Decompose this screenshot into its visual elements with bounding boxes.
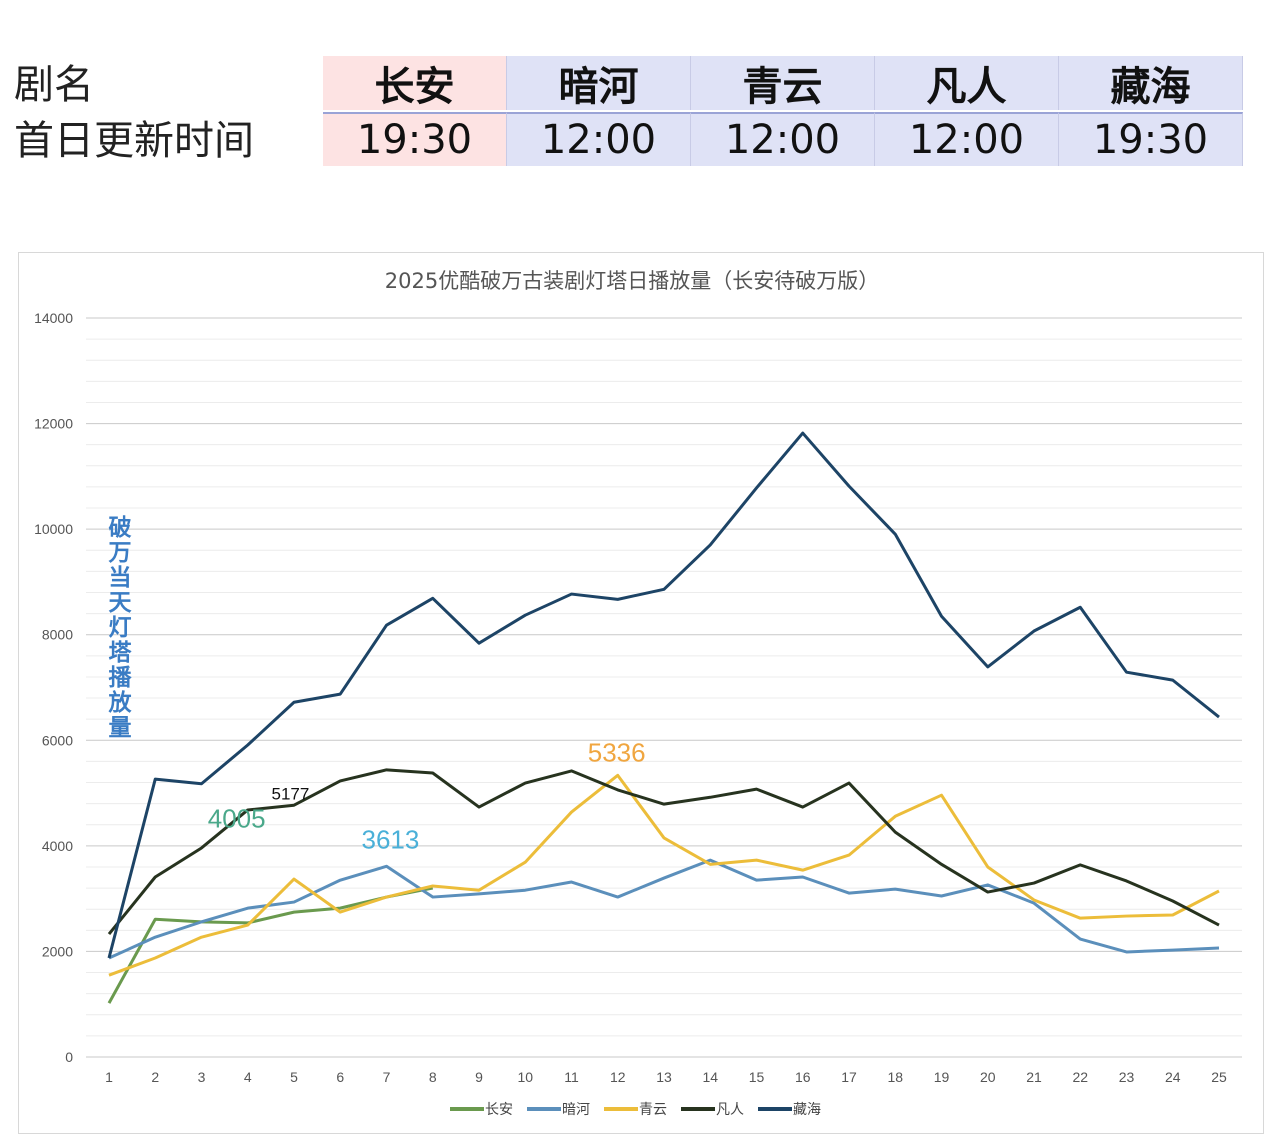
- y-tick-label: 14000: [34, 310, 73, 326]
- cell-name: 暗河: [507, 56, 691, 110]
- x-tick-label: 13: [656, 1069, 672, 1085]
- side-note-char: 破: [109, 514, 132, 541]
- legend-label: 长安: [485, 1102, 513, 1118]
- row-label-time: 首日更新时间: [14, 118, 254, 164]
- side-note-char: 播: [109, 665, 133, 691]
- x-tick-label: 1: [105, 1069, 113, 1085]
- y-tick-label: 6000: [42, 732, 73, 748]
- x-tick-label: 7: [383, 1069, 391, 1085]
- data-label: 4005: [208, 804, 266, 834]
- y-tick-label: 10000: [34, 521, 73, 537]
- x-tick-label: 10: [517, 1069, 533, 1085]
- y-tick-label: 8000: [42, 627, 73, 643]
- cell-name: 凡人: [875, 56, 1059, 110]
- x-tick-label: 22: [1072, 1069, 1088, 1085]
- cell-name: 青云: [691, 56, 875, 110]
- series-line-凡人: [107, 768, 1220, 935]
- legend-label: 凡人: [716, 1102, 744, 1118]
- chart-title: 2025优酷破万古装剧灯塔日播放量（长安待破万版）: [385, 269, 879, 293]
- side-note-char: 放: [108, 689, 133, 716]
- x-tick-label: 15: [749, 1069, 765, 1085]
- data-label: 5336: [588, 737, 646, 767]
- side-note-char: 天: [109, 590, 133, 616]
- y-tick-label: 12000: [34, 416, 73, 432]
- x-tick-label: 20: [980, 1069, 996, 1085]
- row-label-title: 剧名: [14, 62, 94, 108]
- x-tick-label: 4: [244, 1069, 252, 1085]
- x-tick-label: 19: [934, 1069, 950, 1085]
- cell-time: 12:00: [875, 112, 1059, 166]
- y-tick-label: 4000: [42, 838, 73, 854]
- x-tick-label: 11: [564, 1069, 579, 1085]
- data-label: 3613: [362, 824, 420, 854]
- cell-time: 19:30: [1059, 112, 1243, 166]
- x-tick-label: 8: [429, 1069, 437, 1085]
- data-label: 5177: [272, 785, 310, 804]
- series-line-暗河: [108, 858, 1220, 960]
- legend-label: 藏海: [793, 1102, 821, 1118]
- x-tick-label: 2: [151, 1069, 159, 1085]
- cell-time: 12:00: [691, 112, 875, 166]
- side-note-char: 当: [109, 565, 132, 591]
- x-tick-label: 17: [841, 1069, 857, 1085]
- series-line-藏海: [107, 431, 1220, 959]
- x-tick-label: 6: [336, 1069, 344, 1085]
- x-tick-label: 9: [475, 1069, 483, 1085]
- x-tick-label: 21: [1026, 1069, 1042, 1085]
- x-tick-label: 25: [1211, 1069, 1227, 1085]
- legend-label: 青云: [639, 1102, 667, 1118]
- legend-label: 暗河: [562, 1102, 590, 1118]
- side-note-char: 量: [109, 715, 132, 741]
- x-tick-label: 24: [1165, 1069, 1181, 1085]
- cell-time: 12:00: [507, 112, 691, 166]
- x-tick-label: 16: [795, 1069, 811, 1085]
- cell-name: 长安: [323, 56, 507, 110]
- x-tick-label: 3: [198, 1069, 206, 1085]
- cell-name: 藏海: [1059, 56, 1243, 110]
- cell-time: 19:30: [323, 112, 507, 166]
- x-tick-label: 12: [610, 1069, 626, 1085]
- y-tick-label: 2000: [42, 943, 73, 959]
- y-tick-label: 0: [65, 1049, 73, 1065]
- x-tick-label: 5: [290, 1069, 298, 1085]
- x-tick-label: 18: [887, 1069, 903, 1085]
- chart-frame: [18, 252, 1264, 1134]
- x-tick-label: 14: [702, 1069, 718, 1085]
- series-line-青云: [108, 773, 1220, 977]
- side-note-char: 塔: [109, 640, 133, 666]
- side-note-char: 万: [109, 540, 132, 566]
- side-note-char: 灯: [109, 615, 132, 641]
- x-tick-label: 23: [1119, 1069, 1135, 1085]
